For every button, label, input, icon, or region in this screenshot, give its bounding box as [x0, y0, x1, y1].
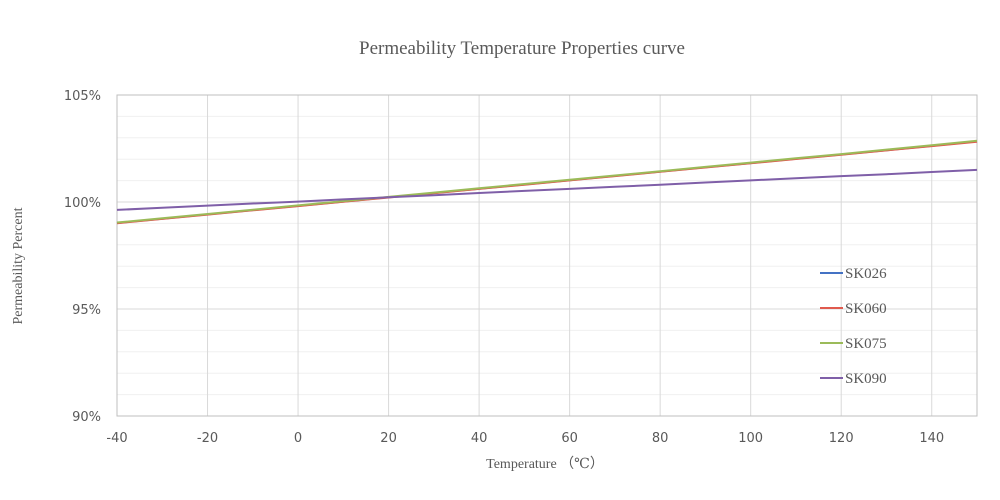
legend-label: SK090	[845, 371, 887, 387]
legend: SK026 SK060 SK075 SK090	[820, 266, 887, 387]
x-axis-ticks: -40 -20 0 20 40 60 80 100 120 140	[106, 431, 944, 446]
x-tick-label: -20	[197, 431, 218, 446]
y-tick-label: 90%	[72, 410, 101, 425]
legend-label: SK075	[845, 336, 887, 352]
y-tick-label: 100%	[64, 196, 101, 211]
chart-title: Permeability Temperature Properties curv…	[359, 38, 685, 59]
y-tick-label: 95%	[72, 303, 101, 318]
series-line-sk075	[116, 139, 978, 224]
x-tick-label: 0	[294, 431, 302, 446]
x-axis-title: Temperature （℃）	[486, 456, 604, 472]
legend-item-sk075: SK075	[820, 336, 887, 352]
major-gridlines	[116, 94, 977, 417]
legend-item-sk060: SK060	[820, 301, 887, 317]
y-axis-ticks: 90% 95% 100% 105%	[64, 89, 101, 425]
y-axis-title: Permeability Percent	[11, 207, 26, 324]
x-tick-label: 60	[561, 431, 578, 446]
legend-item-sk026: SK026	[820, 266, 887, 282]
minor-gridlines	[117, 115, 977, 396]
legend-label: SK060	[845, 301, 887, 317]
x-tick-label: -40	[106, 431, 127, 446]
x-tick-label: 100	[738, 431, 763, 446]
series-line-sk090	[116, 168, 978, 211]
x-tick-label: 140	[919, 431, 944, 446]
x-tick-label: 80	[652, 431, 669, 446]
legend-label: SK026	[845, 266, 887, 282]
x-tick-label: 40	[471, 431, 488, 446]
x-tick-label: 20	[380, 431, 397, 446]
legend-item-sk090: SK090	[820, 371, 887, 387]
plot-area	[116, 94, 978, 417]
x-tick-label: 120	[829, 431, 854, 446]
y-tick-label: 105%	[64, 89, 101, 104]
series-lines	[116, 139, 978, 225]
